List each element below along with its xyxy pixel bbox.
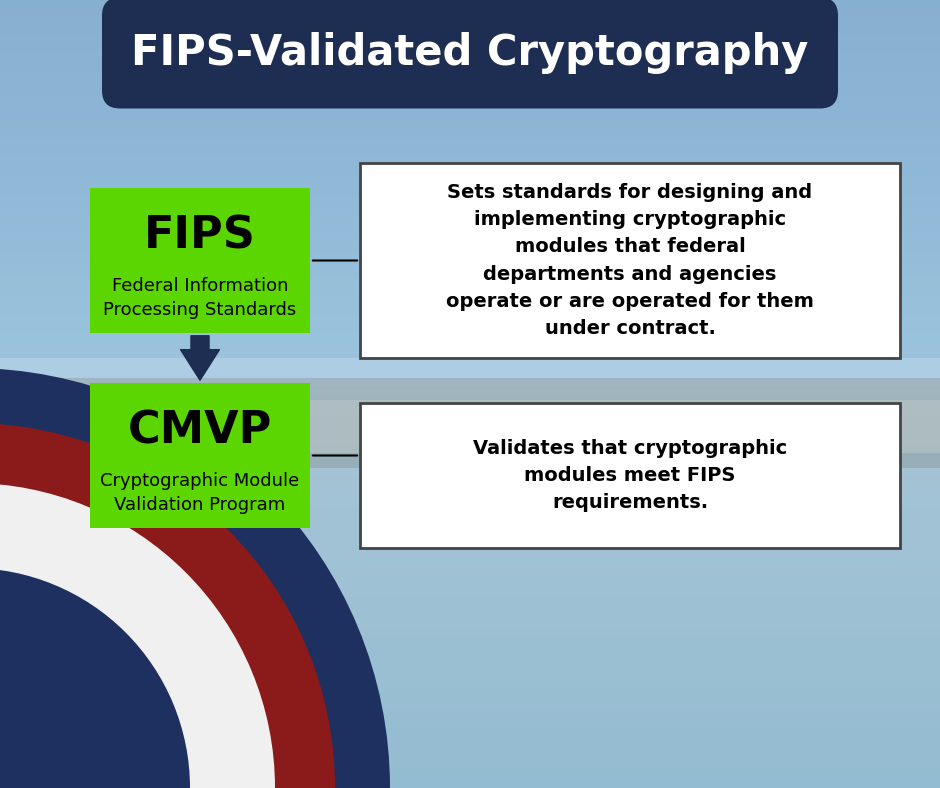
FancyBboxPatch shape (90, 383, 310, 528)
Text: Federal Information
Processing Standards: Federal Information Processing Standards (103, 277, 297, 319)
Wedge shape (0, 368, 390, 788)
Text: CMVP: CMVP (128, 409, 273, 452)
FancyBboxPatch shape (90, 188, 310, 333)
Text: FIPS-Validated Cryptography: FIPS-Validated Cryptography (132, 32, 808, 74)
Text: Cryptographic Module
Validation Program: Cryptographic Module Validation Program (101, 472, 300, 514)
Wedge shape (0, 483, 275, 788)
FancyArrowPatch shape (180, 336, 219, 381)
Text: Validates that cryptographic
modules meet FIPS
requirements.: Validates that cryptographic modules mee… (473, 439, 787, 512)
FancyBboxPatch shape (360, 403, 900, 548)
FancyBboxPatch shape (102, 0, 838, 109)
Text: Sets standards for designing and
implementing cryptographic
modules that federal: Sets standards for designing and impleme… (446, 183, 814, 338)
Bar (0, 453, 940, 788)
Wedge shape (0, 568, 190, 788)
Wedge shape (0, 423, 335, 788)
Text: FIPS: FIPS (144, 214, 256, 258)
Bar (0, 378, 940, 468)
FancyBboxPatch shape (360, 163, 900, 358)
